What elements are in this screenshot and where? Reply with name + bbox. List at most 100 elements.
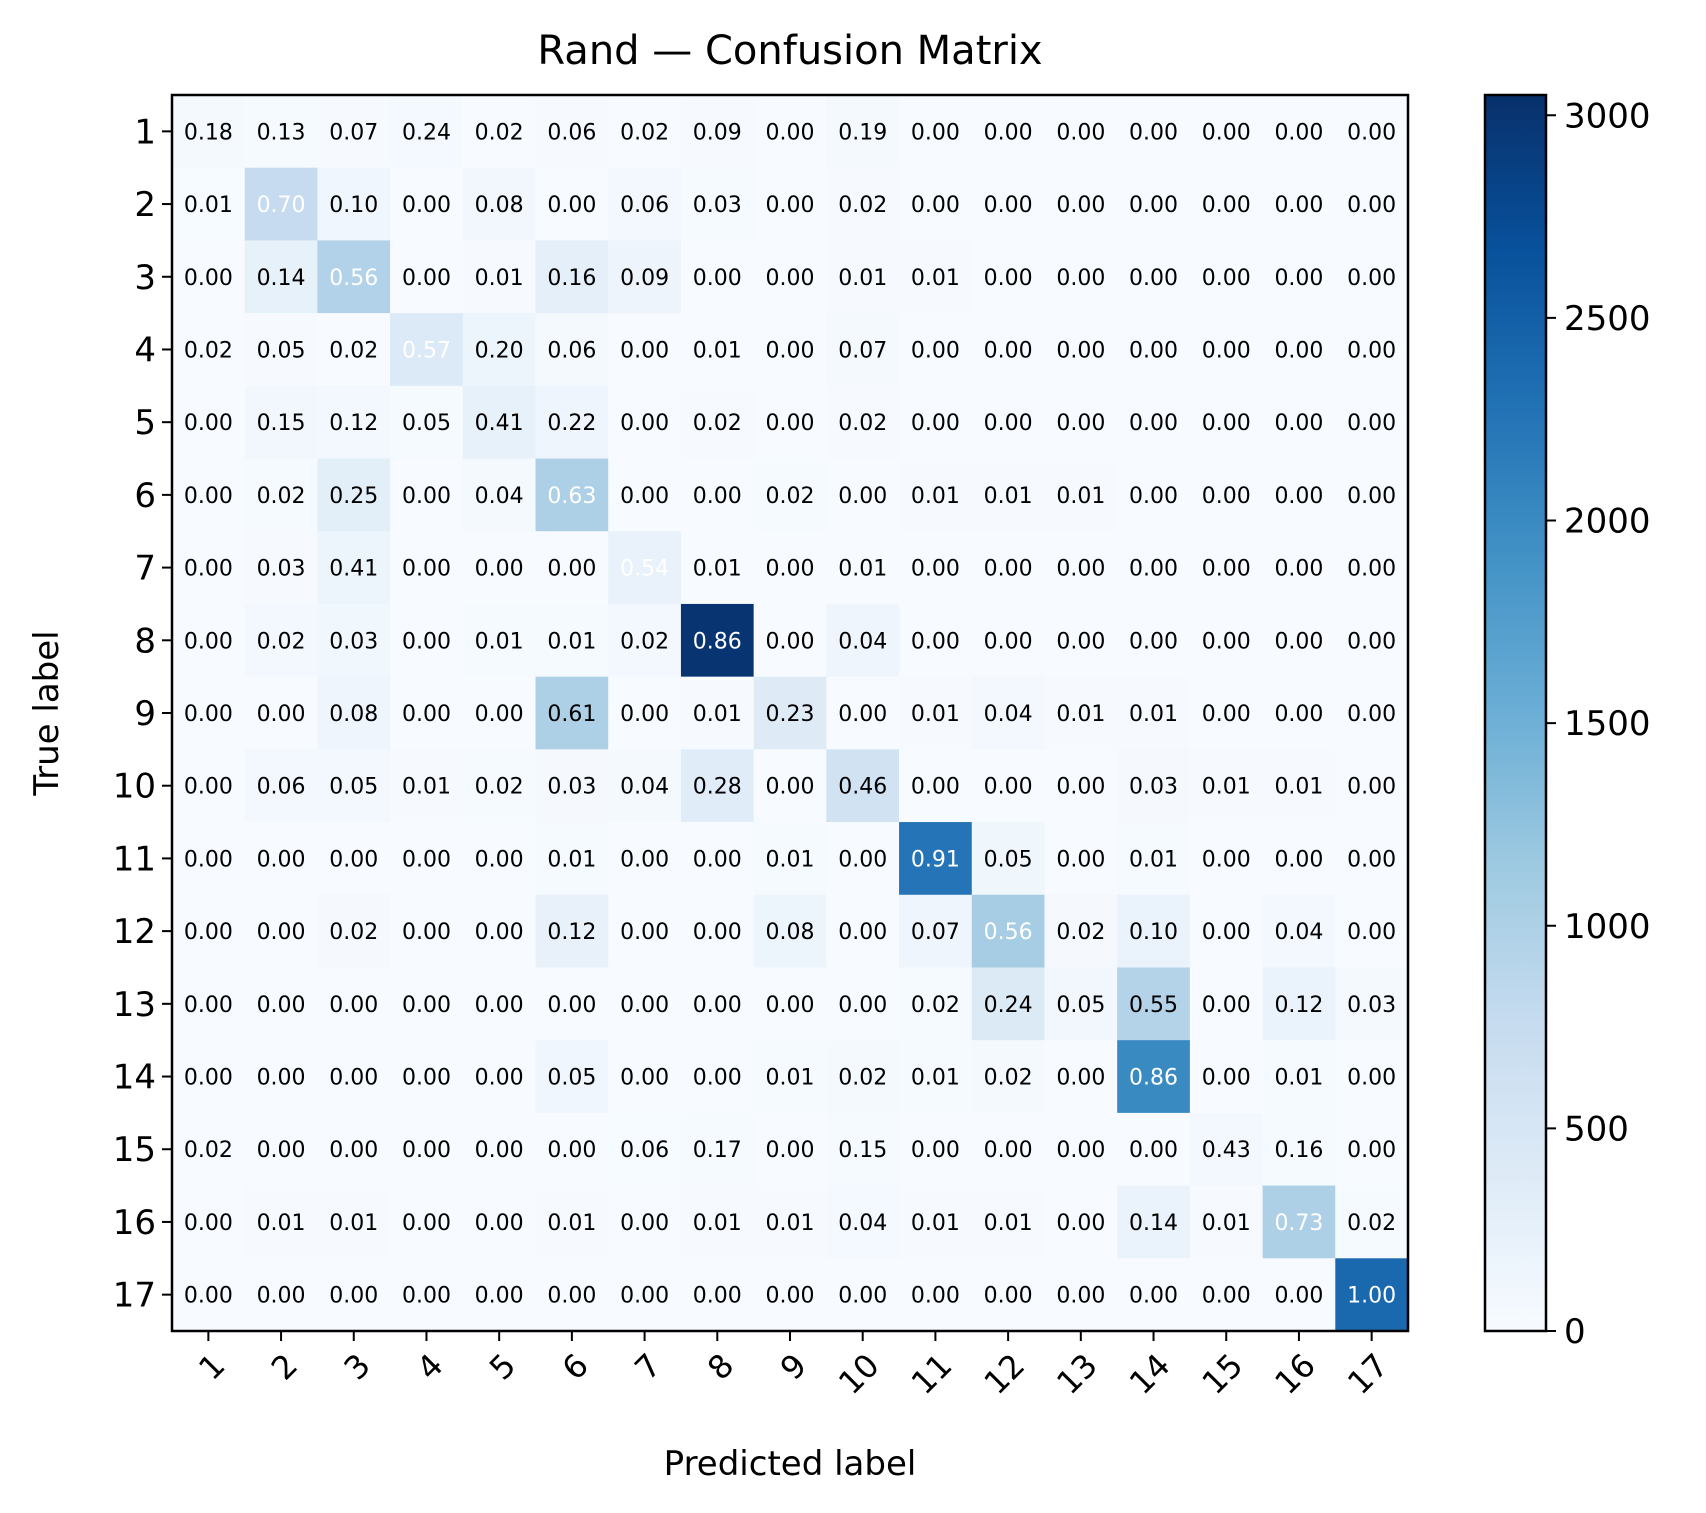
cell-value-label: 0.02 [620, 629, 669, 654]
cell-value-label: 0.00 [475, 1211, 524, 1236]
cell-value-label: 0.00 [1056, 847, 1105, 872]
heatmap-cell [1044, 531, 1118, 605]
heatmap-cell [462, 385, 537, 460]
cell-value-label: 0.00 [620, 338, 669, 363]
heatmap-cell [535, 240, 609, 314]
cell-value-label: 0.70 [257, 193, 306, 218]
cell-value-label: 0.00 [1274, 484, 1323, 509]
heatmap-cell [826, 1112, 900, 1187]
cell-value-label: 0.05 [1056, 993, 1105, 1018]
heatmap-cell [826, 313, 900, 387]
heatmap-cell [1189, 676, 1264, 750]
heatmap-cell [1262, 95, 1336, 169]
cell-value-label: 0.01 [911, 1211, 960, 1236]
heatmap-cell [244, 313, 318, 387]
cell-value-label: 0.00 [766, 993, 815, 1018]
cell-value-label: 0.91 [911, 847, 960, 872]
cell-value-label: 0.00 [475, 993, 524, 1018]
heatmap-cell [1117, 603, 1191, 678]
y-tick-label: 2 [134, 185, 156, 225]
cell-value-label: 0.00 [1129, 411, 1178, 436]
cell-value-label: 0.00 [1202, 920, 1251, 945]
cell-value-label: 0.00 [1056, 629, 1105, 654]
heatmap-cell [172, 313, 246, 387]
cell-value-label: 0.00 [1129, 120, 1178, 145]
heatmap-cell [899, 894, 973, 968]
cell-value-label: 0.13 [257, 120, 306, 145]
heatmap-cell [1335, 822, 1409, 896]
cell-value-label: 0.00 [693, 1066, 742, 1091]
heatmap-cell [899, 458, 973, 532]
cell-value-label: 0.00 [766, 266, 815, 291]
heatmap-cell [971, 1185, 1045, 1259]
x-tick-label: 10 [831, 1346, 887, 1402]
cell-value-label: 0.02 [257, 484, 306, 509]
cell-value-label: 0.06 [257, 775, 306, 800]
cell-value-label: 0.63 [547, 484, 596, 509]
heatmap-cell [172, 822, 246, 896]
cell-value-label: 0.00 [184, 557, 233, 582]
cell-value-label: 0.00 [1202, 847, 1251, 872]
cell-value-label: 0.02 [984, 1066, 1033, 1091]
heatmap-cell [1335, 458, 1409, 532]
heatmap-cell [608, 894, 682, 968]
heatmap-cell [899, 1258, 973, 1332]
heatmap-cell [753, 240, 827, 314]
y-tick-label: 12 [113, 912, 156, 952]
heatmap-cell [1262, 822, 1336, 896]
x-tick-label: 14 [1122, 1346, 1178, 1402]
heatmap-cell [971, 1258, 1045, 1332]
heatmap-cell [826, 95, 900, 169]
cell-value-label: 0.01 [766, 1211, 815, 1236]
heatmap-cell [753, 1040, 827, 1114]
heatmap-cell [462, 822, 537, 896]
cell-value-label: 0.00 [620, 1284, 669, 1309]
cell-value-label: 0.00 [766, 1138, 815, 1163]
heatmap-cell [899, 95, 973, 169]
cell-value-label: 0.07 [911, 920, 960, 945]
chart-title: Rand — Confusion Matrix [537, 28, 1042, 74]
heatmap-cell [172, 894, 246, 968]
heatmap-cell [390, 1185, 464, 1259]
x-axis: 1 2 3 4 5 6 7 8 9 10 11 12 13 14 15 16 17 [191, 1331, 1396, 1402]
cell-value-label: 0.00 [329, 1066, 378, 1091]
x-tick-label: 4 [409, 1346, 450, 1387]
cell-value-label: 0.00 [329, 847, 378, 872]
heatmap-cell [826, 822, 900, 896]
cell-value-label: 0.00 [329, 1138, 378, 1163]
heatmap-cell [971, 894, 1045, 968]
heatmap-cell [462, 603, 537, 678]
cell-value-label: 0.04 [620, 775, 669, 800]
heatmap-cell [826, 676, 900, 750]
cell-value-label: 0.00 [1202, 484, 1251, 509]
heatmap-cell [1117, 1185, 1191, 1259]
cell-value-label: 0.00 [184, 629, 233, 654]
cell-value-label: 0.00 [911, 411, 960, 436]
heatmap-cell [971, 458, 1045, 532]
cell-value-label: 0.22 [547, 411, 596, 436]
heatmap-cell [1262, 1185, 1336, 1259]
cell-value-label: 0.00 [766, 629, 815, 654]
cell-value-label: 0.00 [620, 484, 669, 509]
heatmap-cell [680, 240, 755, 314]
cell-value-label: 0.00 [620, 847, 669, 872]
heatmap-cell [971, 167, 1045, 241]
cell-value-label: 0.00 [1056, 411, 1105, 436]
cell-value-label: 0.00 [1274, 847, 1323, 872]
cell-value-label: 0.00 [402, 993, 451, 1018]
heatmap-cell [1262, 603, 1336, 678]
heatmap-cell [172, 167, 246, 241]
heatmap-cell [1262, 385, 1336, 460]
colorbar: 0 500 1000 1500 2000 2500 3000 [1483, 93, 1651, 1352]
heatmap-cell [1044, 603, 1118, 678]
cell-value-label: 0.00 [184, 1066, 233, 1091]
cell-value-label: 0.02 [838, 1066, 887, 1091]
heatmap-cell [1262, 458, 1336, 532]
colorbar-tick-label: 1000 [1564, 907, 1651, 947]
cell-value-label: 0.43 [1202, 1138, 1251, 1163]
cell-value-label: 0.00 [1129, 629, 1178, 654]
heatmap-cell [244, 749, 318, 823]
cell-value-label: 0.01 [1129, 702, 1178, 727]
heatmap-cell [244, 1185, 318, 1259]
